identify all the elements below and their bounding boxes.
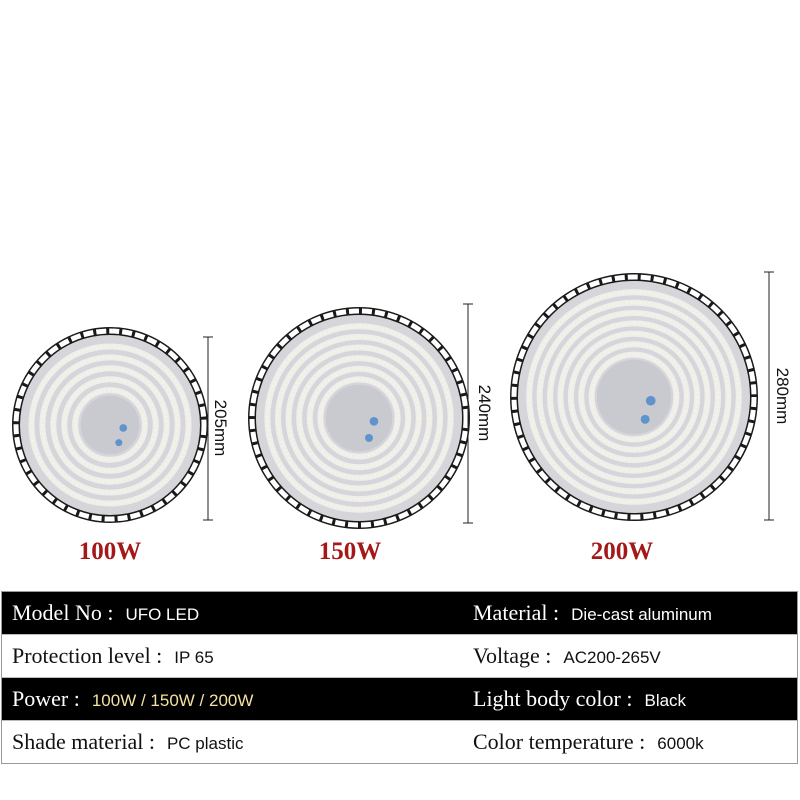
led-ring — [538, 301, 730, 493]
spec-value: Die-cast aluminum — [571, 605, 712, 624]
spec-value: UFO LED — [125, 605, 200, 624]
lamp-illustrations — [12, 271, 774, 529]
led-ring — [41, 356, 179, 494]
led-ring — [52, 367, 168, 483]
lamp-heatsink-fins — [249, 308, 469, 528]
led-ring — [579, 342, 689, 452]
spec-key: Shade material : — [12, 729, 155, 754]
led-ring-board — [264, 323, 454, 513]
spec-key: Material : — [473, 600, 560, 625]
blue-marker — [115, 439, 123, 447]
spec-key: Power : — [12, 686, 80, 711]
led-ring — [308, 367, 410, 469]
spec-value: 100W / 150W / 200W — [91, 691, 254, 710]
led-ring — [276, 335, 442, 501]
led-ring — [569, 332, 699, 462]
spec-key: Voltage : — [473, 643, 552, 668]
dimension-label-280mm: 280mm — [773, 367, 792, 425]
led-ring — [287, 346, 431, 490]
led-ring — [527, 290, 741, 504]
power-label-150w: 150W — [318, 538, 382, 565]
lamp-heatsink-fins — [511, 274, 757, 520]
spec-row: Model No : UFO LED Material : Die-cast alu… — [2, 592, 797, 634]
spec-value: 6000k — [657, 734, 704, 753]
power-label-200w: 200W — [590, 538, 654, 565]
spec-value: PC plastic — [166, 734, 244, 753]
led-ring — [62, 377, 158, 473]
spec-key: Color temperature : — [473, 729, 646, 754]
spec-row: Shade material : PC plastic Color tempera… — [2, 720, 797, 763]
led-ring — [30, 345, 190, 505]
blue-marker — [369, 417, 379, 426]
lamp-driver-center — [596, 359, 672, 435]
led-ring — [297, 356, 421, 480]
blue-marker — [640, 414, 650, 424]
led-ring — [319, 378, 399, 458]
spec-key: Protection level : — [12, 643, 163, 668]
blue-marker — [364, 433, 373, 442]
spec-row: Protection level : IP 65 Voltage : AC200-2… — [2, 634, 797, 677]
lamp-driver-center — [325, 384, 393, 452]
power-label-100w: 100W — [78, 538, 142, 565]
blue-marker — [645, 395, 656, 406]
spec-value: IP 65 — [174, 648, 214, 667]
dimension-label-205mm: 205mm — [211, 399, 230, 457]
spec-key: Model No : — [12, 600, 114, 625]
spec-row: Power : 100W / 150W / 200W Light body col… — [2, 677, 797, 720]
led-ring — [590, 353, 678, 441]
lamp-driver-center — [80, 395, 140, 455]
led-ring — [548, 311, 720, 483]
spec-table: Model No : UFO LED Material : Die-cast alu… — [1, 591, 798, 764]
spec-key: Light body color : — [473, 686, 633, 711]
led-ring — [73, 388, 147, 462]
lamp-heatsink-fins — [13, 328, 207, 522]
spec-value: Black — [644, 691, 687, 710]
spec-value: AC200-265V — [563, 648, 661, 667]
dimension-label-240mm: 240mm — [475, 384, 494, 442]
led-ring — [559, 322, 709, 472]
blue-marker — [119, 424, 128, 432]
